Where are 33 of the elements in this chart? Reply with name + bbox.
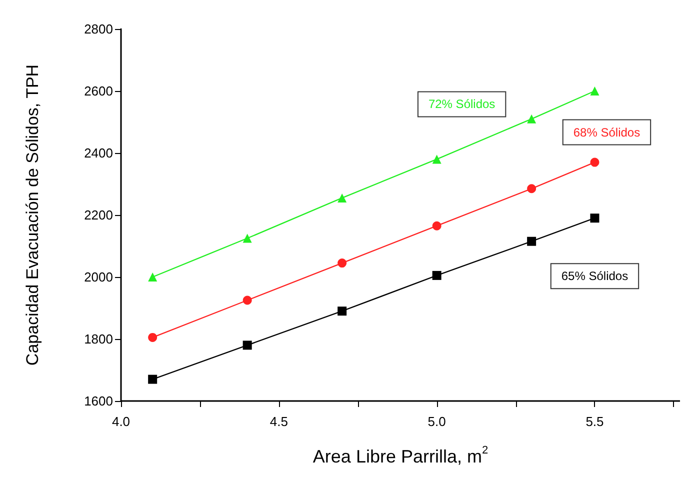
series-label: 72% Sólidos — [428, 97, 496, 112]
text: 68% Sólidos — [573, 125, 640, 140]
point — [338, 258, 347, 268]
y-tick-label: 2400 — [84, 146, 113, 160]
point — [527, 114, 536, 124]
point — [242, 296, 252, 305]
y-tick-label: 2600 — [84, 84, 113, 98]
x-tick-label: 4.5 — [270, 414, 288, 429]
point — [590, 214, 600, 223]
point — [432, 221, 442, 230]
point — [432, 154, 442, 164]
y-tick-label: 2800 — [84, 22, 113, 36]
point — [432, 270, 442, 280]
y-tick-label: 1600 — [84, 394, 113, 408]
point — [338, 193, 347, 202]
point — [338, 306, 347, 316]
x-tick-label: 4.0 — [112, 414, 130, 429]
y-axis-title: Capacidad Evacuación de Sólidos, TPH — [23, 64, 42, 366]
point — [148, 332, 158, 342]
point — [242, 340, 252, 350]
y-tick-label: 2200 — [84, 208, 113, 222]
point — [242, 234, 252, 243]
point — [590, 86, 600, 96]
point — [148, 374, 158, 384]
x-tick-label: 5.0 — [428, 414, 446, 429]
text: 65% Sólidos — [561, 269, 628, 284]
point — [527, 236, 536, 246]
point — [527, 184, 536, 194]
point — [590, 158, 600, 167]
point — [148, 272, 158, 282]
y-tick-label: 1800 — [84, 332, 113, 346]
y-tick-label: 2000 — [84, 270, 113, 284]
x-tick-label: 5.5 — [586, 414, 604, 429]
